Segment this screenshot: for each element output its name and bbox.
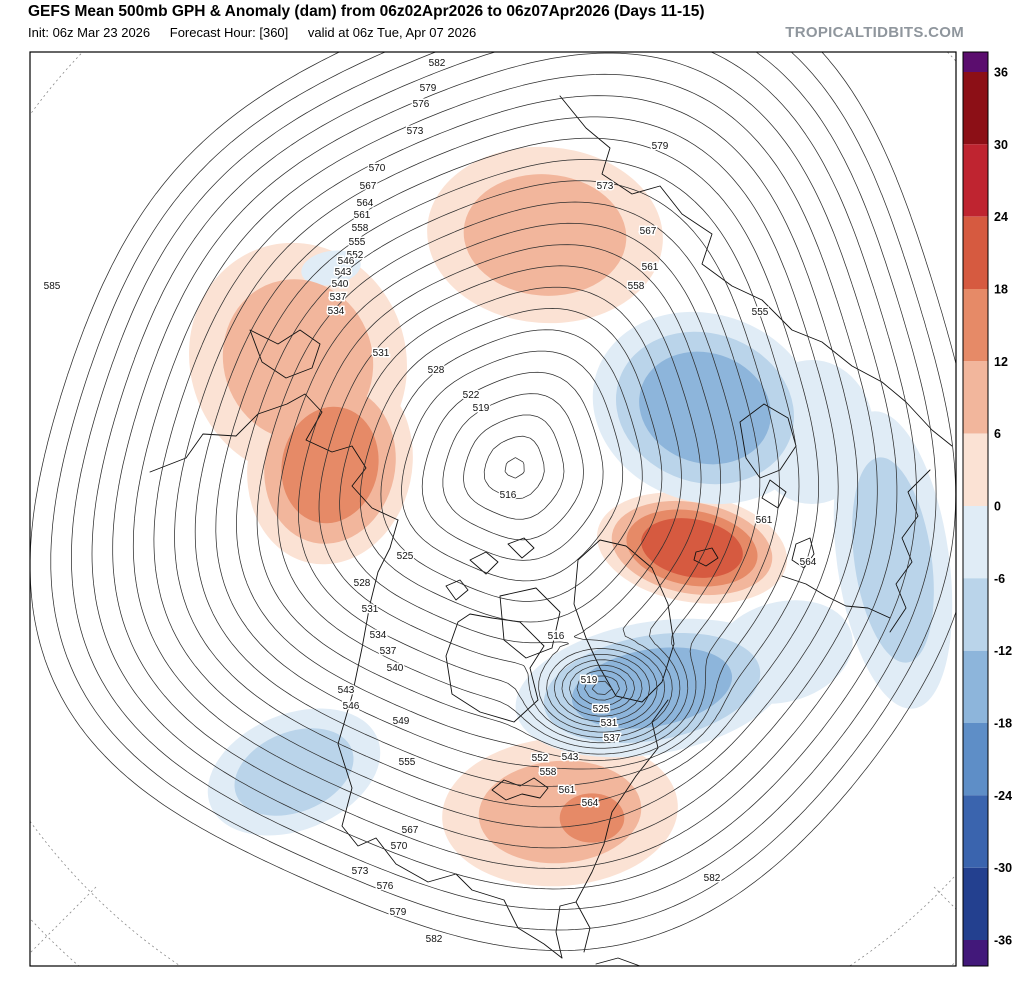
svg-text:582: 582 (429, 58, 446, 69)
svg-text:552: 552 (347, 250, 364, 261)
svg-text:561: 561 (642, 262, 659, 273)
svg-text:-36: -36 (994, 934, 1012, 948)
svg-text:522: 522 (463, 390, 480, 401)
svg-text:564: 564 (582, 798, 599, 809)
svg-text:564: 564 (800, 557, 817, 568)
svg-text:-12: -12 (994, 644, 1012, 658)
svg-text:555: 555 (399, 757, 416, 768)
svg-text:570: 570 (369, 163, 386, 174)
svg-text:579: 579 (390, 907, 407, 918)
svg-text:546: 546 (338, 256, 355, 267)
svg-text:561: 561 (559, 785, 576, 796)
chart-subheader: Init: 06z Mar 23 2026 Forecast Hour: [36… (28, 25, 492, 40)
coast-alaska (149, 393, 399, 521)
svg-text:540: 540 (332, 279, 349, 290)
asia-east-coast (889, 469, 931, 633)
svg-text:549: 549 (393, 716, 410, 727)
uk-europe-coast (781, 537, 891, 619)
eurasia-arctic-coast (559, 95, 953, 447)
svg-text:561: 561 (354, 210, 371, 221)
svg-text:525: 525 (593, 704, 610, 715)
svg-text:585: 585 (44, 281, 61, 292)
svg-text:567: 567 (640, 226, 657, 237)
arctic-islands (445, 537, 561, 659)
svg-text:-24: -24 (994, 789, 1012, 803)
coast-west-north-america (337, 519, 563, 959)
svg-text:555: 555 (752, 307, 769, 318)
svg-text:543: 543 (562, 752, 579, 763)
chart-title: GEFS Mean 500mb GPH & Anomaly (dam) from… (28, 3, 705, 20)
svg-text:534: 534 (328, 306, 345, 317)
svg-text:573: 573 (407, 126, 424, 137)
svg-text:528: 528 (428, 365, 445, 376)
great-lakes (491, 777, 549, 801)
svg-text:543: 543 (335, 267, 352, 278)
svg-text:-30: -30 (994, 861, 1012, 875)
coastlines (149, 95, 953, 966)
svg-text:576: 576 (377, 881, 394, 892)
svg-text:573: 573 (597, 181, 614, 192)
height-contours (30, 52, 956, 951)
svg-text:0: 0 (994, 500, 1001, 514)
valid-time-label: valid at 06z Tue, Apr 07 2026 (307, 25, 477, 40)
map-border (29, 51, 957, 967)
svg-text:525: 525 (397, 551, 414, 562)
svg-text:24: 24 (994, 210, 1008, 224)
forecast-hour-label: Forecast Hour: [360] (169, 25, 289, 40)
svg-text:12: 12 (994, 355, 1008, 369)
svg-text:564: 564 (357, 198, 374, 209)
svg-text:567: 567 (360, 181, 377, 192)
svg-text:531: 531 (601, 718, 618, 729)
svg-text:561: 561 (756, 515, 773, 526)
svg-text:18: 18 (994, 283, 1008, 297)
colorbar: 36 30 24 18 12 6 0 -6 -12 -18 -24 -30 -36 (962, 51, 1012, 967)
svg-text:570: 570 (391, 841, 408, 852)
svg-text:573: 573 (352, 866, 369, 877)
chukotka (249, 329, 321, 379)
svg-text:-18: -18 (994, 717, 1012, 731)
svg-text:582: 582 (426, 934, 443, 945)
coast-gulf-east-coast (555, 699, 669, 959)
svg-text:537: 537 (330, 292, 347, 303)
svg-text:579: 579 (420, 83, 437, 94)
svg-text:516: 516 (500, 490, 517, 501)
svg-text:582: 582 (704, 873, 721, 884)
svg-text:579: 579 (652, 141, 669, 152)
anomaly-shading (189, 146, 953, 887)
svg-text:528: 528 (354, 578, 371, 589)
svg-text:558: 558 (352, 223, 369, 234)
iceland (693, 547, 719, 567)
svg-text:540: 540 (387, 663, 404, 674)
svg-text:537: 537 (604, 733, 621, 744)
caribbean (595, 957, 641, 966)
contour-labels: 5825795765735705675645615585555525465435… (42, 57, 818, 947)
svg-text:519: 519 (473, 403, 490, 414)
svg-text:516: 516 (548, 631, 565, 642)
svg-text:555: 555 (349, 237, 366, 248)
svg-text:558: 558 (628, 281, 645, 292)
svg-text:543: 543 (338, 685, 355, 696)
svg-text:534: 534 (370, 630, 387, 641)
svg-text:576: 576 (413, 99, 430, 110)
svg-text:558: 558 (540, 767, 557, 778)
greenland (573, 539, 675, 703)
svg-text:537: 537 (380, 646, 397, 657)
svg-text:36: 36 (994, 66, 1008, 80)
svg-text:-6: -6 (994, 572, 1005, 586)
svg-text:6: 6 (994, 427, 1001, 441)
init-time-label: Init: 06z Mar 23 2026 (28, 25, 151, 40)
svg-text:519: 519 (581, 675, 598, 686)
svg-text:30: 30 (994, 138, 1008, 152)
svg-text:531: 531 (373, 348, 390, 359)
svg-text:552: 552 (532, 753, 549, 764)
tropicaltidbits-watermark: TROPICALTIDBITS.COM (785, 24, 964, 41)
svg-text:546: 546 (343, 701, 360, 712)
svg-text:531: 531 (362, 604, 379, 615)
hudson-bay (445, 613, 545, 723)
svg-text:567: 567 (402, 825, 419, 836)
